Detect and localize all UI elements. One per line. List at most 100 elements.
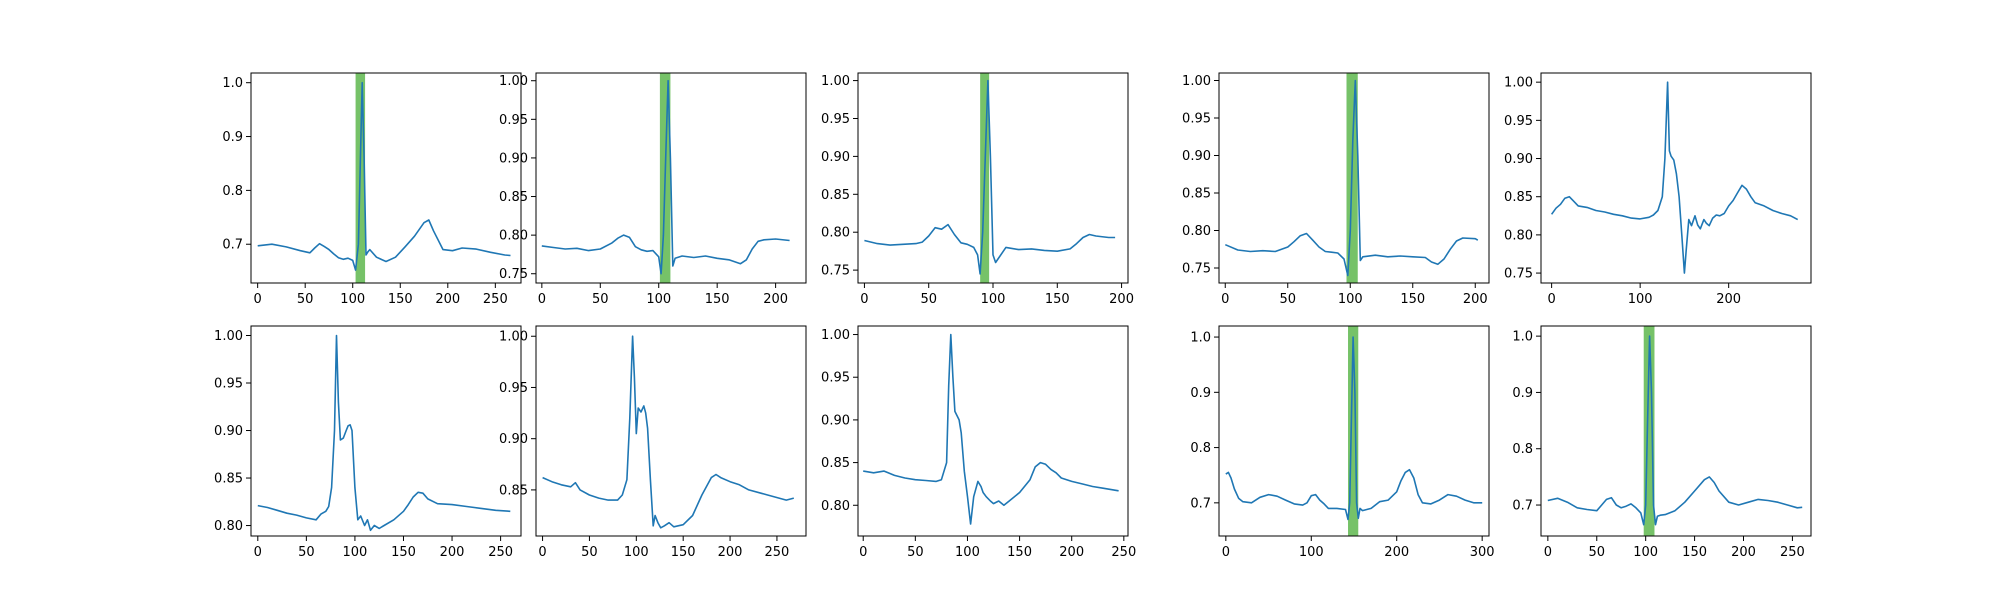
chart-panel-2: 0 50 100 150 200 0.75 0.80 0.85 0.90 0.95 1.00 [499, 72, 807, 307]
highlight-band [1643, 326, 1655, 536]
x-tick-label: 0 [1544, 545, 1552, 560]
x-tick-label: 50 [298, 545, 315, 560]
y-tick-label: 1.00 [821, 328, 850, 343]
y-tick-label: 0.90 [214, 424, 243, 439]
x-tick-label: 0 [254, 292, 262, 307]
y-tick-label: 1.00 [1504, 76, 1533, 91]
y-tick-label: 0.7 [1190, 496, 1211, 511]
chart-panel-4: 0 50 100 150 200 0.75 0.80 0.85 0.90 0.95 1.00 [1182, 72, 1490, 307]
axes-frame [1540, 325, 1812, 537]
y-tick-label: 0.90 [821, 150, 850, 165]
y-tick-label: 1.0 [1190, 331, 1211, 346]
x-tick-label: 50 [297, 292, 314, 307]
axes-frame [1218, 72, 1490, 284]
y-tick-label: 1.00 [499, 330, 528, 345]
x-tick-label: 150 [671, 545, 696, 560]
y-tick-label: 0.90 [1182, 149, 1211, 164]
x-tick-label: 150 [1682, 545, 1707, 560]
y-tick-label: 0.75 [499, 267, 528, 282]
x-tick-label: 0 [1547, 292, 1555, 307]
y-tick-label: 0.80 [821, 226, 850, 241]
data-series-line [257, 81, 511, 271]
x-tick-label: 100 [1299, 545, 1324, 560]
x-tick-label: 150 [388, 292, 413, 307]
x-tick-label: 100 [340, 292, 365, 307]
data-series-line [257, 334, 511, 532]
y-tick-label: 0.7 [1512, 499, 1533, 514]
x-tick-label: 100 [1633, 545, 1658, 560]
chart-panel-6: 0 50 100 150 200 250 0.80 0.85 0.90 0.95 1.00 [214, 325, 522, 560]
chart-panel-8: 0 50 100 150 200 250 0.80 0.85 0.90 0.95 1.00 [821, 325, 1136, 560]
x-tick-label: 150 [391, 545, 416, 560]
y-tick-label: 0.80 [821, 499, 850, 514]
axes-frame [857, 325, 1129, 537]
y-tick-label: 0.95 [499, 113, 528, 128]
y-tick-label: 0.9 [222, 130, 243, 145]
x-tick-label: 200 [1059, 545, 1084, 560]
data-series-line [542, 335, 795, 529]
x-tick-label: 250 [1780, 545, 1805, 560]
axes-frame [535, 325, 807, 537]
x-tick-label: 250 [1111, 545, 1136, 560]
data-series-line [1547, 335, 1803, 526]
x-tick-label: 100 [955, 545, 980, 560]
x-tick-label: 150 [1007, 545, 1032, 560]
y-tick-label: 0.9 [1512, 386, 1533, 401]
x-tick-label: 100 [343, 545, 368, 560]
y-tick-label: 0.85 [499, 483, 528, 498]
x-tick-label: 100 [1628, 292, 1653, 307]
x-tick-label: 100 [981, 292, 1006, 307]
y-tick-label: 0.85 [1504, 190, 1533, 205]
x-tick-label: 250 [488, 545, 513, 560]
y-tick-label: 0.80 [1182, 224, 1211, 239]
y-tick-label: 0.8 [1512, 442, 1533, 457]
y-tick-label: 1.00 [214, 329, 243, 344]
y-tick-label: 0.75 [821, 264, 850, 279]
axes-frame [250, 325, 522, 537]
y-tick-label: 0.90 [499, 151, 528, 166]
y-tick-label: 0.95 [821, 112, 850, 127]
x-tick-label: 150 [1045, 292, 1070, 307]
x-tick-label: 200 [763, 292, 788, 307]
axes-frame [535, 72, 807, 284]
x-tick-label: 0 [538, 292, 546, 307]
axes-frame [250, 72, 522, 284]
x-tick-label: 200 [1731, 545, 1756, 560]
y-tick-label: 0.9 [1190, 386, 1211, 401]
y-tick-label: 0.80 [499, 229, 528, 244]
x-tick-label: 200 [1384, 545, 1409, 560]
data-series-line [1225, 336, 1483, 521]
x-tick-label: 200 [1109, 292, 1134, 307]
x-tick-label: 100 [646, 292, 671, 307]
y-tick-label: 0.8 [222, 184, 243, 199]
chart-panel-5: 0 100 200 0.75 0.80 0.85 0.90 0.95 1.00 [1504, 72, 1812, 307]
x-tick-label: 200 [1463, 292, 1488, 307]
chart-panel-7: 0 50 100 150 200 250 0.85 0.90 0.95 1.00 [499, 325, 807, 560]
y-tick-label: 0.95 [214, 377, 243, 392]
y-tick-label: 0.75 [1504, 267, 1533, 282]
chart-panel-1: 0 50 100 150 200 250 0.7 0.8 0.9 1.0 [222, 72, 522, 307]
axes-frame [1540, 72, 1812, 284]
y-tick-label: 0.8 [1190, 441, 1211, 456]
data-series-line [863, 333, 1119, 525]
y-tick-label: 0.75 [1182, 262, 1211, 277]
x-tick-label: 50 [1279, 292, 1296, 307]
y-tick-label: 0.85 [821, 188, 850, 203]
x-tick-label: 250 [765, 545, 790, 560]
x-tick-label: 300 [1470, 545, 1495, 560]
y-tick-label: 0.80 [1504, 228, 1533, 243]
y-tick-label: 0.85 [821, 456, 850, 471]
y-tick-label: 0.90 [1504, 152, 1533, 167]
y-tick-label: 0.95 [499, 381, 528, 396]
x-tick-label: 0 [1222, 545, 1230, 560]
axes-frame [1218, 325, 1490, 537]
chart-panel-9: 0 100 200 300 0.7 0.8 0.9 1.0 [1190, 325, 1495, 560]
x-tick-label: 0 [1221, 292, 1229, 307]
y-tick-label: 0.95 [1182, 112, 1211, 127]
y-tick-label: 0.85 [499, 190, 528, 205]
x-tick-label: 50 [592, 292, 609, 307]
x-tick-label: 50 [581, 545, 598, 560]
chart-panel-3: 0 50 100 150 200 0.75 0.80 0.85 0.90 0.95 1.00 [821, 72, 1134, 307]
data-series-line [864, 79, 1116, 275]
